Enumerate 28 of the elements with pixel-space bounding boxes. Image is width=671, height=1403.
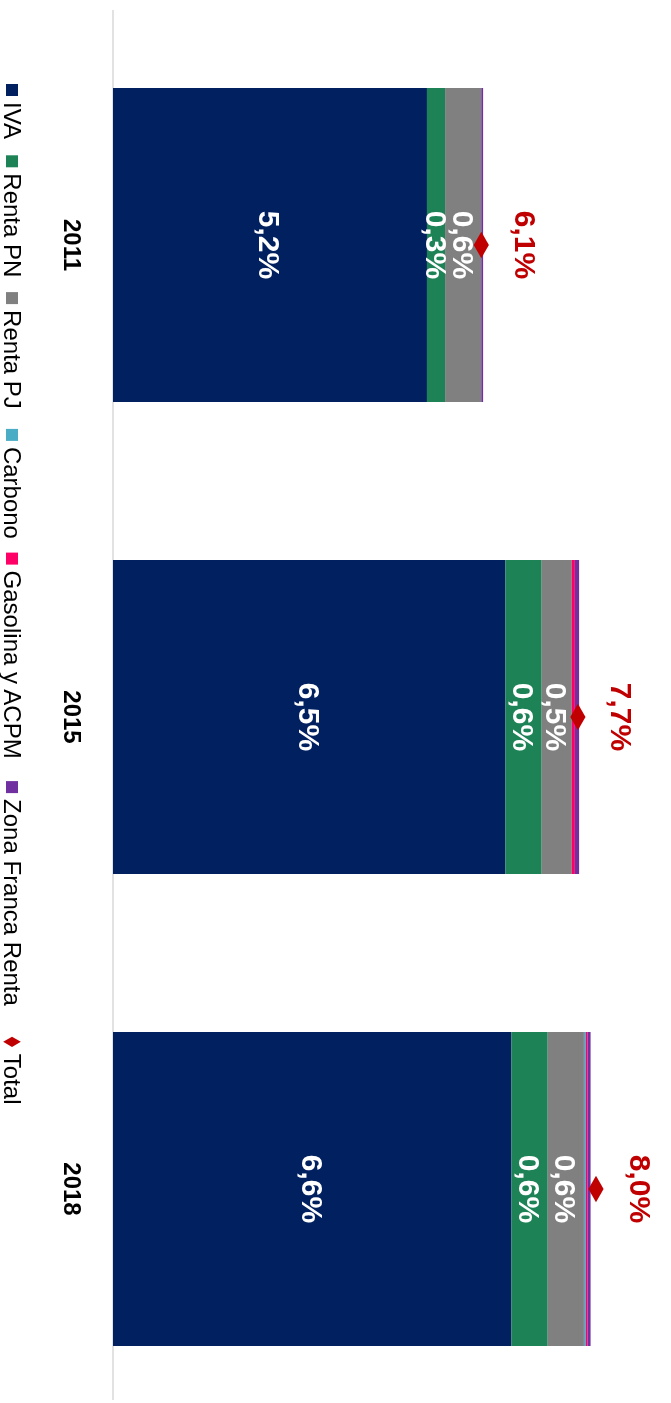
y-tick-label: 2015 [58,690,86,744]
legend-label: IVA [0,102,26,139]
data-label: 6,5% [292,682,326,752]
bar [445,88,482,402]
data-label: 6,1% [508,210,542,280]
legend-label: Renta PN [0,173,26,278]
bar [113,560,506,874]
legend-label: Carbono [0,446,26,539]
data-label: 0,6% [507,682,541,752]
legend-label: Total [0,1053,26,1105]
bar [547,1032,584,1346]
data-label: 6,6% [295,1154,329,1224]
legend-label: Zona Franca Renta [0,799,26,1007]
bar [505,560,542,874]
y-tick-label: 2018 [58,1162,86,1216]
data-label: 0,6% [549,1154,583,1224]
data-label: 0,6% [446,210,480,280]
bar [571,560,575,874]
data-label: 0,6% [513,1154,547,1224]
data-label: 5,2% [253,210,287,280]
legend-label: Renta PJ [0,310,26,409]
bar [511,1032,548,1346]
y-tick-label: 2011 [58,218,86,272]
data-label: 0,5% [540,682,574,752]
data-label: 7,7% [605,682,639,752]
bar [541,560,572,874]
data-label: 8,0% [623,1154,657,1224]
bar [113,1032,512,1346]
